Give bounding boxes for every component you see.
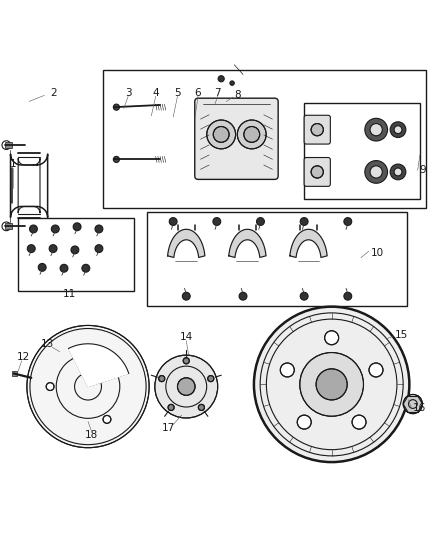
Circle shape (365, 160, 388, 183)
FancyBboxPatch shape (304, 158, 330, 187)
Text: 5: 5 (174, 88, 181, 98)
Circle shape (344, 292, 352, 300)
Circle shape (311, 124, 323, 136)
Circle shape (365, 118, 388, 141)
Circle shape (82, 264, 90, 272)
Circle shape (198, 405, 205, 410)
Circle shape (239, 292, 247, 300)
Polygon shape (69, 344, 129, 386)
Text: 13: 13 (41, 339, 54, 349)
Text: 2: 2 (50, 88, 57, 98)
Circle shape (297, 415, 311, 429)
Text: 17: 17 (162, 423, 175, 433)
Circle shape (177, 378, 195, 395)
Circle shape (27, 245, 35, 253)
Text: 18: 18 (85, 430, 98, 440)
Text: 14: 14 (180, 332, 193, 342)
Text: 16: 16 (413, 403, 427, 414)
Circle shape (257, 217, 265, 225)
Circle shape (95, 225, 103, 233)
Circle shape (182, 292, 190, 300)
Circle shape (155, 355, 218, 418)
Circle shape (111, 356, 119, 364)
Bar (5, 142, 12, 148)
Circle shape (113, 104, 120, 110)
Circle shape (213, 217, 221, 225)
Text: 3: 3 (125, 88, 131, 98)
Bar (12, 371, 17, 376)
Circle shape (394, 168, 402, 176)
Circle shape (27, 326, 149, 448)
Polygon shape (229, 229, 266, 257)
Circle shape (49, 245, 57, 253)
Text: 15: 15 (395, 330, 408, 341)
Circle shape (300, 292, 308, 300)
Circle shape (169, 217, 177, 225)
Text: 1: 1 (10, 159, 16, 169)
Bar (18, 219, 134, 290)
Circle shape (390, 164, 406, 180)
Circle shape (51, 225, 59, 233)
Circle shape (237, 120, 266, 149)
FancyBboxPatch shape (304, 115, 330, 144)
Text: 11: 11 (63, 289, 76, 299)
Text: 7: 7 (214, 88, 221, 98)
Circle shape (103, 415, 111, 423)
Circle shape (311, 166, 323, 178)
Circle shape (73, 223, 81, 231)
Circle shape (316, 369, 347, 400)
Circle shape (370, 166, 382, 178)
Circle shape (168, 405, 174, 410)
Text: 10: 10 (371, 247, 384, 257)
Bar (304, 103, 420, 199)
Circle shape (207, 120, 236, 149)
Circle shape (230, 81, 234, 85)
Circle shape (254, 306, 410, 462)
Bar (147, 212, 407, 306)
FancyBboxPatch shape (195, 98, 278, 180)
Bar (5, 223, 12, 229)
Circle shape (71, 246, 79, 254)
Circle shape (300, 352, 364, 416)
Circle shape (218, 76, 224, 82)
Circle shape (95, 245, 103, 253)
Circle shape (183, 358, 189, 364)
Circle shape (38, 263, 46, 271)
Circle shape (46, 383, 54, 391)
Circle shape (352, 415, 366, 429)
Circle shape (244, 126, 260, 142)
Text: 4: 4 (152, 88, 159, 98)
Circle shape (280, 363, 294, 377)
Circle shape (159, 376, 165, 382)
Text: 12: 12 (17, 352, 30, 362)
Circle shape (208, 376, 214, 382)
Circle shape (113, 156, 120, 163)
Circle shape (213, 126, 229, 142)
Circle shape (325, 331, 339, 345)
Circle shape (390, 122, 406, 138)
Polygon shape (168, 229, 205, 257)
Text: 6: 6 (195, 88, 201, 98)
Bar (103, 70, 426, 207)
Text: 8: 8 (234, 91, 241, 100)
Circle shape (403, 394, 423, 414)
Circle shape (344, 217, 352, 225)
Circle shape (60, 264, 68, 272)
Circle shape (369, 363, 383, 377)
Circle shape (29, 225, 37, 233)
Text: 9: 9 (419, 165, 426, 175)
Circle shape (370, 124, 382, 136)
Polygon shape (290, 229, 327, 257)
Circle shape (300, 217, 308, 225)
Circle shape (394, 126, 402, 134)
